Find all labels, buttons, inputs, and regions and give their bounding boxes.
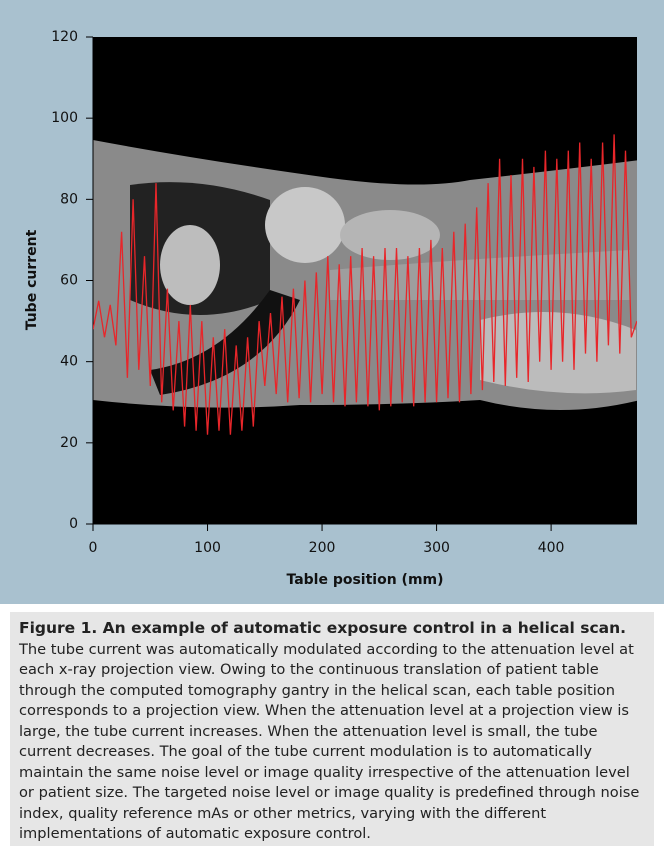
x-axis-label: Table position (mm): [286, 572, 443, 588]
y-axis-label: Tube current: [24, 229, 40, 330]
y-tick-label: 20: [60, 435, 78, 451]
y-tick-label: 40: [60, 354, 78, 370]
y-tick-label: 100: [51, 110, 78, 126]
y-tick-label: 120: [51, 29, 78, 45]
caption: Figure 1. An example of automatic exposu…: [10, 612, 654, 846]
caption-body: The tube current was automatically modul…: [19, 640, 640, 843]
figure: Tube current Table position (mm) 0 20 40 60…: [0, 0, 664, 604]
x-tick-label: 200: [309, 540, 336, 556]
y-tick-label: 0: [69, 516, 78, 532]
x-tick-label: 100: [194, 540, 221, 556]
y-tick-label: 80: [60, 191, 78, 207]
caption-title: Figure 1. An example of automatic exposu…: [19, 619, 627, 637]
tube-current-line: [93, 134, 637, 435]
x-tick-label: 400: [538, 540, 565, 556]
x-tick-label: 300: [423, 540, 450, 556]
y-tick-label: 60: [60, 273, 78, 289]
x-tick-label: 0: [89, 540, 98, 556]
